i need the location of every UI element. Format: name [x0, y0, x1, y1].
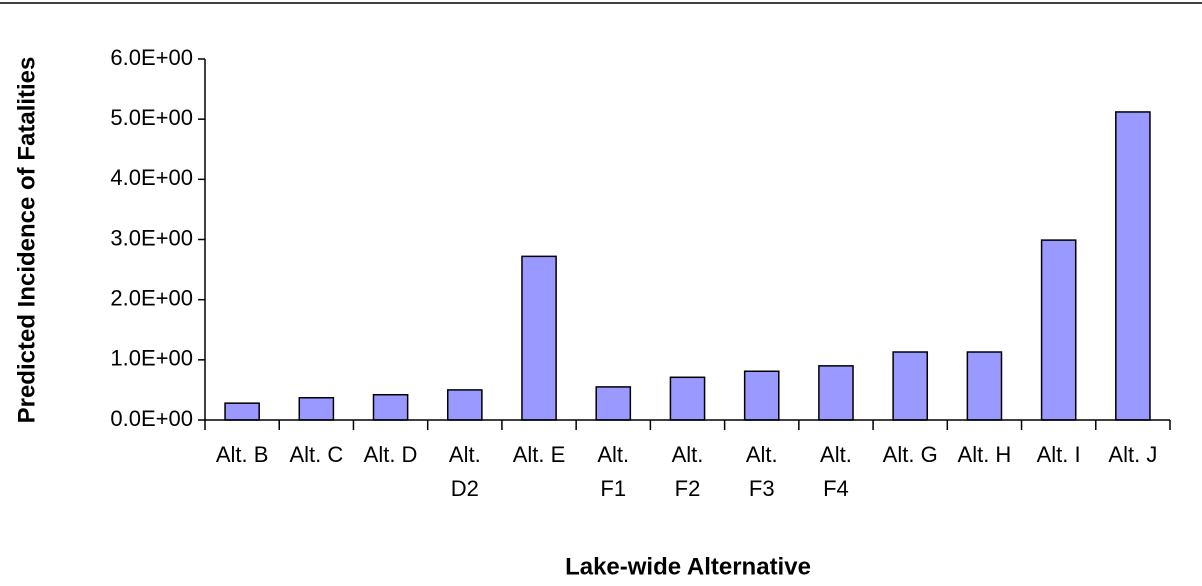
x-tick-label: Alt. B [215, 442, 269, 467]
x-tick-label: Alt. E [512, 442, 566, 467]
bar [446, 389, 483, 421]
bar [669, 376, 706, 421]
bar [818, 365, 854, 421]
y-tick-label: 3.0E+00 [110, 225, 193, 250]
x-axis-title: Lake-wide Alternative [565, 553, 811, 580]
bar [743, 370, 780, 421]
y-axis-title: Predicted Incidence of Fatalities [13, 57, 40, 424]
x-tick-label: Alt. F2 [671, 442, 704, 501]
x-tick-label: Alt. F1 [597, 442, 630, 501]
bar [1115, 111, 1151, 421]
bar [966, 351, 1003, 421]
y-tick-label: 5.0E+00 [110, 105, 193, 130]
x-tick-label: Alt. D [363, 442, 418, 467]
y-tick-label: 4.0E+00 [110, 165, 193, 190]
bar [372, 393, 409, 421]
y-tick-label: 6.0E+00 [110, 45, 193, 70]
x-tick-label: Alt. I [1036, 442, 1081, 467]
x-tick-label: Alt. H [957, 442, 1012, 467]
bar [298, 396, 335, 421]
y-tick-label: 0.0E+00 [110, 406, 193, 431]
bar [1040, 239, 1077, 421]
x-tick-label: Alt. F3 [745, 442, 778, 501]
x-tick-label: Alt. C [289, 442, 344, 467]
bar [892, 351, 929, 421]
bar [521, 255, 557, 421]
x-tick-label: Alt. F4 [820, 442, 852, 501]
x-tick-label: Alt. J [1108, 442, 1158, 467]
x-tick-label: Alt. G [882, 442, 938, 467]
y-tick-label: 1.0E+00 [110, 346, 193, 371]
bar [595, 386, 632, 421]
x-tick-label: Alt. D2 [448, 442, 481, 501]
y-tick-label: 2.0E+00 [110, 285, 193, 310]
bar [224, 402, 260, 421]
